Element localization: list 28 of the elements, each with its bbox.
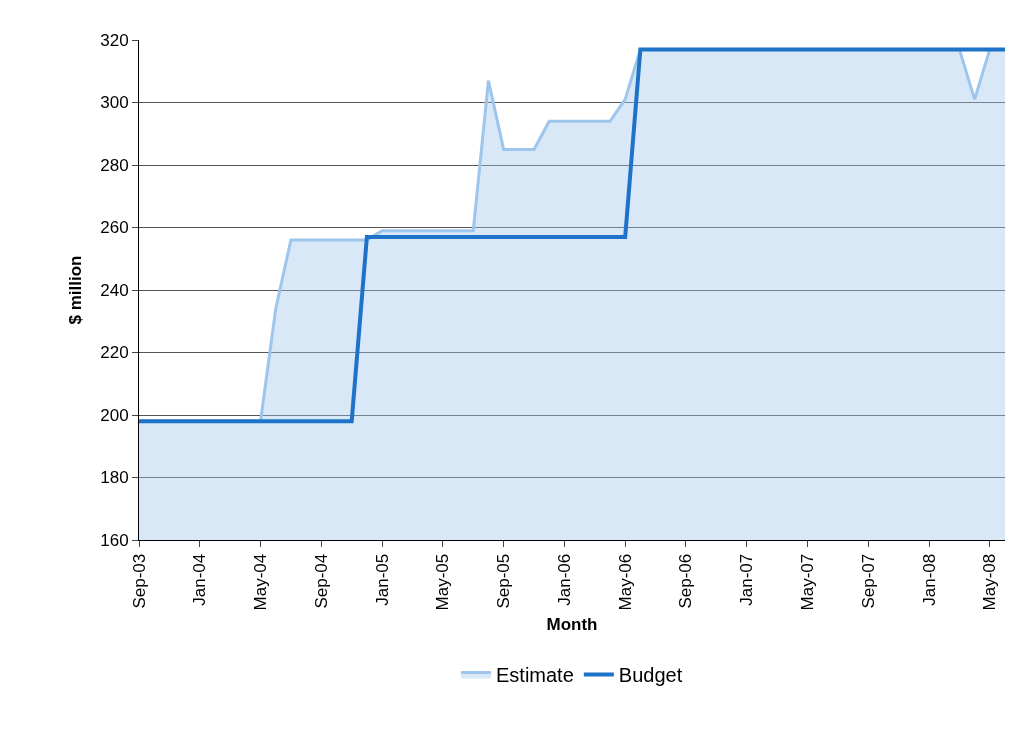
- x-tick-label: Jan-07: [737, 553, 757, 606]
- x-tick-label: Jan-08: [919, 553, 939, 606]
- y-axis-title: $ million: [65, 255, 85, 325]
- legend-label: Budget: [618, 664, 683, 687]
- x-tick-label: May-04: [251, 553, 271, 611]
- x-tick-label: Jan-06: [554, 553, 574, 606]
- x-axis-title: Month: [546, 614, 598, 634]
- x-tick-label: Jan-04: [190, 553, 210, 606]
- x-tick-label: May-05: [433, 553, 453, 611]
- x-tick-label: May-06: [615, 553, 635, 611]
- y-tick-label: 200: [100, 405, 129, 425]
- y-tick-label: 160: [100, 530, 129, 550]
- y-tick-label: 300: [100, 93, 129, 113]
- x-tick-label: Sep-06: [676, 553, 696, 609]
- y-tick-label: 180: [100, 468, 129, 488]
- y-tick-label: 220: [100, 343, 129, 363]
- y-tick-label: 260: [100, 218, 129, 238]
- y-tick-label: 240: [100, 280, 129, 300]
- legend-label: Estimate: [496, 664, 574, 687]
- x-tick-label: Sep-07: [858, 553, 878, 609]
- x-tick-label: Jan-05: [372, 553, 392, 606]
- x-tick-label: May-08: [980, 553, 1000, 611]
- x-tick-label: Sep-03: [129, 553, 149, 609]
- y-tick-label: 320: [100, 30, 129, 50]
- x-tick-label: Sep-04: [311, 553, 331, 609]
- x-tick-label: May-07: [798, 553, 818, 611]
- y-tick-label: 280: [100, 155, 129, 175]
- x-tick-label: Sep-05: [494, 553, 514, 609]
